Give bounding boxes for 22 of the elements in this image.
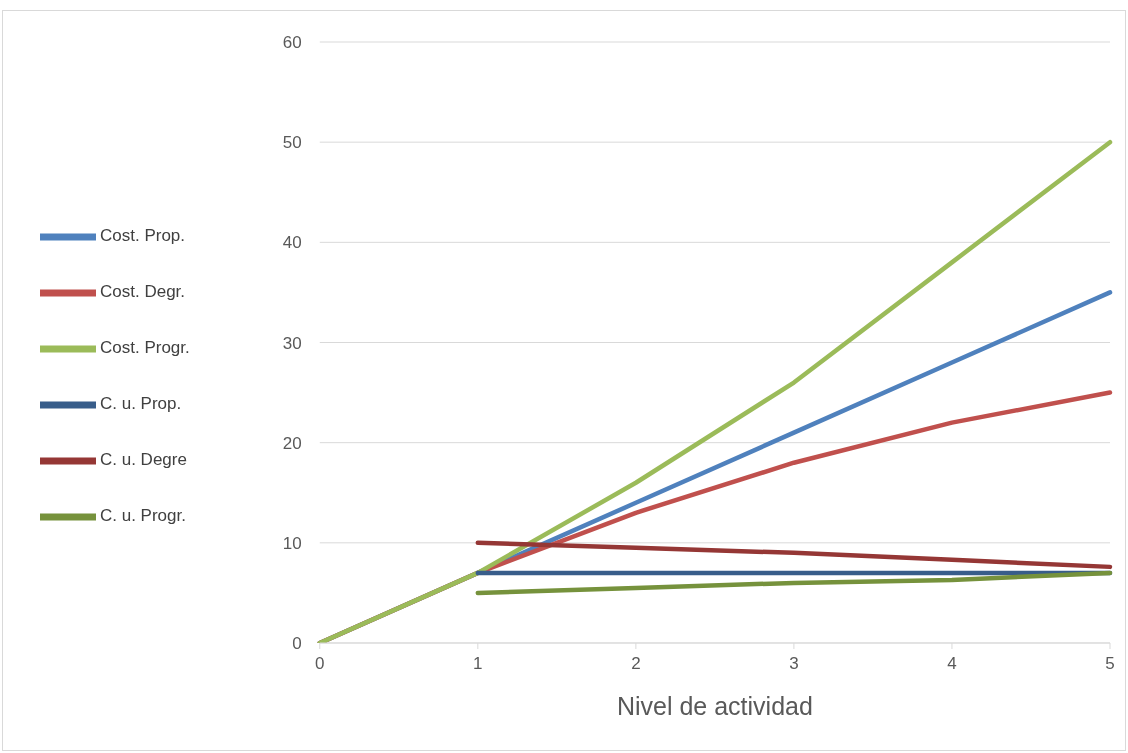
legend-label: C. u. Degre bbox=[100, 449, 187, 469]
y-tick-label: 40 bbox=[282, 233, 302, 253]
legend-label: Cost. Degr. bbox=[100, 281, 186, 301]
y-tick-label: 60 bbox=[282, 33, 302, 53]
y-tick-label: 30 bbox=[282, 333, 302, 353]
y-tick-label: 0 bbox=[292, 634, 302, 654]
legend-label: C. u. Progr. bbox=[100, 505, 186, 525]
y-tick-label: 10 bbox=[282, 533, 302, 553]
legend-label: Cost. Prop. bbox=[100, 225, 186, 245]
x-tick-label: 5 bbox=[1105, 654, 1115, 674]
y-tick-label: 20 bbox=[282, 433, 302, 453]
x-tick-label: 2 bbox=[631, 654, 641, 674]
x-tick-label: 4 bbox=[947, 654, 957, 674]
x-axis-title: Nivel de actividad bbox=[616, 692, 813, 720]
x-tick-label: 1 bbox=[473, 654, 483, 674]
x-tick-label: 0 bbox=[315, 654, 325, 674]
x-tick-label: 3 bbox=[789, 654, 799, 674]
legend-label: Cost. Progr. bbox=[100, 337, 190, 357]
y-tick-label: 50 bbox=[282, 133, 302, 153]
line-series bbox=[475, 540, 1113, 570]
line-series bbox=[475, 570, 1113, 596]
legend-label: C. u. Prop. bbox=[100, 393, 182, 413]
